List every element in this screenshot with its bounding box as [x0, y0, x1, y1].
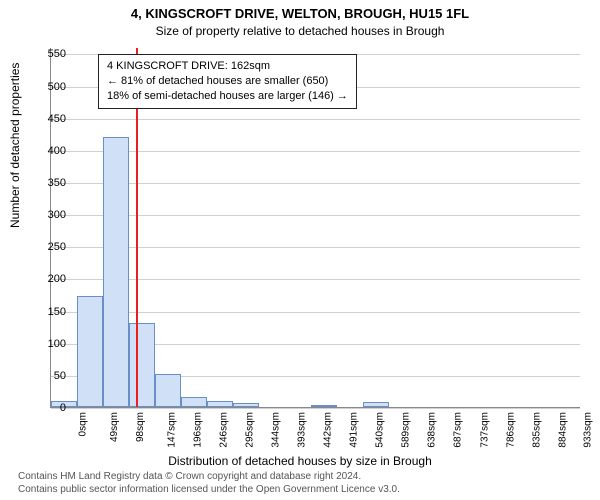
xtick-label: 687sqm — [453, 412, 464, 448]
gridline — [51, 279, 580, 280]
ytick-label: 100 — [48, 338, 66, 350]
xtick-label: 884sqm — [557, 412, 568, 448]
annotation-box: 4 KINGSCROFT DRIVE: 162sqm ← 81% of deta… — [98, 54, 357, 109]
histogram-bar — [233, 403, 259, 408]
histogram-bar — [363, 402, 389, 407]
xtick-label: 737sqm — [479, 412, 490, 448]
xtick-label: 589sqm — [401, 412, 412, 448]
ytick-label: 250 — [48, 241, 66, 253]
xtick-label: 540sqm — [375, 412, 386, 448]
chart-subtitle: Size of property relative to detached ho… — [0, 24, 600, 38]
gridline — [51, 215, 580, 216]
ytick-label: 500 — [48, 81, 66, 93]
xtick-label: 147sqm — [166, 412, 177, 448]
xtick-label: 344sqm — [271, 412, 282, 448]
histogram-bar — [129, 323, 155, 407]
histogram-bar — [103, 137, 129, 407]
xtick-label: 638sqm — [427, 412, 438, 448]
xtick-label: 393sqm — [297, 412, 308, 448]
gridline — [51, 183, 580, 184]
histogram-bar — [207, 401, 233, 407]
xtick-label: 49sqm — [109, 412, 120, 442]
footer-attribution: Contains HM Land Registry data © Crown c… — [18, 471, 400, 496]
histogram-bar — [181, 397, 208, 407]
xtick-label: 246sqm — [219, 412, 230, 448]
ytick-label: 50 — [54, 370, 66, 382]
gridline — [51, 247, 580, 248]
xtick-label: 295sqm — [245, 412, 256, 448]
ytick-label: 300 — [48, 209, 66, 221]
ytick-label: 450 — [48, 113, 66, 125]
xtick-label: 0sqm — [77, 412, 88, 436]
ytick-label: 550 — [48, 48, 66, 60]
annotation-line-3: 18% of semi-detached houses are larger (… — [107, 89, 348, 104]
annotation-line-1: 4 KINGSCROFT DRIVE: 162sqm — [107, 59, 348, 74]
xtick-label: 786sqm — [505, 412, 516, 448]
histogram-bar — [155, 374, 181, 407]
gridline — [51, 119, 580, 120]
histogram-bar — [77, 296, 103, 407]
ytick-label: 150 — [48, 306, 66, 318]
xtick-label: 491sqm — [349, 412, 360, 448]
annotation-line-2: ← 81% of detached houses are smaller (65… — [107, 74, 348, 89]
xtick-label: 196sqm — [192, 412, 203, 448]
x-axis-label: Distribution of detached houses by size … — [0, 454, 600, 468]
chart-title: 4, KINGSCROFT DRIVE, WELTON, BROUGH, HU1… — [0, 6, 600, 21]
ytick-label: 200 — [48, 273, 66, 285]
ytick-label: 400 — [48, 145, 66, 157]
xtick-label: 98sqm — [135, 412, 146, 442]
ytick-label: 350 — [48, 177, 66, 189]
xtick-label: 442sqm — [323, 412, 334, 448]
gridline — [51, 408, 580, 409]
gridline — [51, 151, 580, 152]
footer-line-1: Contains HM Land Registry data © Crown c… — [18, 471, 400, 484]
histogram-bar — [311, 405, 337, 407]
ytick-label: 0 — [60, 402, 66, 414]
gridline — [51, 312, 580, 313]
y-axis-label: Number of detached properties — [8, 63, 22, 228]
xtick-label: 835sqm — [531, 412, 542, 448]
footer-line-2: Contains public sector information licen… — [18, 484, 400, 497]
xtick-label: 933sqm — [583, 412, 594, 448]
